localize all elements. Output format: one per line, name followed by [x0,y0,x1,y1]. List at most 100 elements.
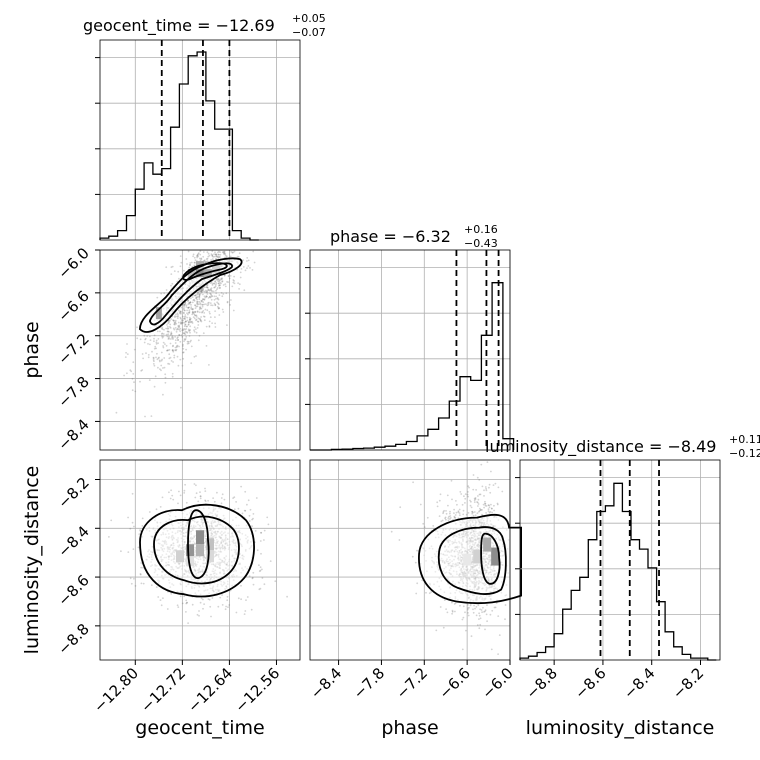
sample-point [161,496,164,499]
sample-point [168,349,171,351]
sample-point [423,526,426,528]
sample-point [132,361,135,364]
sample-point [174,327,177,329]
sample-point [185,599,188,602]
sample-point [470,506,473,509]
sample-point [189,263,191,266]
sample-point [442,511,445,513]
sample-point [177,328,179,331]
sample-point [246,267,248,269]
sample-point [200,320,203,323]
sample-point [168,363,171,365]
sample-point [201,289,203,292]
panel-luminosity-distance-hist: −8.8 −8.6 −8.4 −8.2 [515,459,721,703]
sample-point [176,327,179,330]
sample-point [217,256,220,258]
sample-point [203,286,206,289]
sample-point [171,338,173,340]
sample-point [146,335,149,337]
sample-point [491,511,493,514]
sample-point [167,326,169,328]
sample-point [218,314,221,316]
sample-point [208,254,211,257]
sample-point [196,320,199,323]
sample-point [214,326,217,328]
sample-point [219,251,221,254]
sample-point [125,351,127,354]
sample-point [259,566,262,569]
sample-point [390,530,393,533]
sample-point [202,288,205,290]
sample-point [200,291,203,293]
sample-point [237,282,240,284]
sample-point [185,304,188,307]
sample-point [206,290,208,293]
sample-point [180,306,183,309]
sample-point [154,345,157,348]
sample-point [196,291,199,294]
sample-point [494,606,497,609]
sample-point [462,509,465,512]
sample-point [207,297,210,299]
sample-point [191,308,194,310]
sample-point [219,286,221,289]
sample-point [497,653,499,655]
sample-point [205,291,208,294]
sample-point [186,309,189,312]
sample-point [196,292,199,295]
sample-point [484,609,487,612]
sample-point [233,280,236,282]
sample-point [438,499,441,502]
sample-point [153,340,155,343]
sample-point [478,627,481,630]
sample-point [223,252,226,255]
sample-point [201,303,204,306]
sample-point [189,301,192,304]
sample-point [188,266,191,269]
sample-point [191,308,194,311]
sample-point [198,294,201,297]
panel-frame [309,249,511,451]
sample-point [202,288,204,291]
sample-point [176,344,179,347]
sample-point [131,389,134,392]
sample-point [178,490,180,493]
sample-point [162,333,165,335]
sample-point [501,490,504,493]
sample-point [163,328,165,331]
sample-point [220,497,223,499]
sample-point [166,324,168,326]
sample-point [182,329,185,332]
sample-point [195,484,197,487]
sample-point [267,523,270,526]
title-phase-sup: +0.16 [464,223,498,236]
sample-point [180,321,182,324]
sample-point [218,294,221,296]
sample-point [246,503,248,506]
sample-point [177,321,180,324]
sample-point [180,334,183,336]
sample-point [193,329,195,331]
sample-point [181,602,184,605]
sample-point [173,328,176,331]
sample-point [218,284,221,287]
sample-point [246,257,249,259]
title-phase-sub: −0.43 [464,237,498,250]
sample-point [472,611,475,614]
sample-point [196,255,198,258]
sample-point [210,298,213,301]
y-tick-label: −6.0 [54,244,92,282]
sample-point [489,491,492,494]
sample-point [217,605,220,608]
sample-point [251,525,253,528]
sample-point [208,364,210,366]
sample-point [191,322,194,324]
sample-point [229,304,232,306]
sample-point [183,492,186,494]
sample-point [467,604,469,606]
sample-point [183,303,185,306]
sample-point [208,296,211,298]
sample-point [209,312,211,315]
sample-point [237,255,240,258]
